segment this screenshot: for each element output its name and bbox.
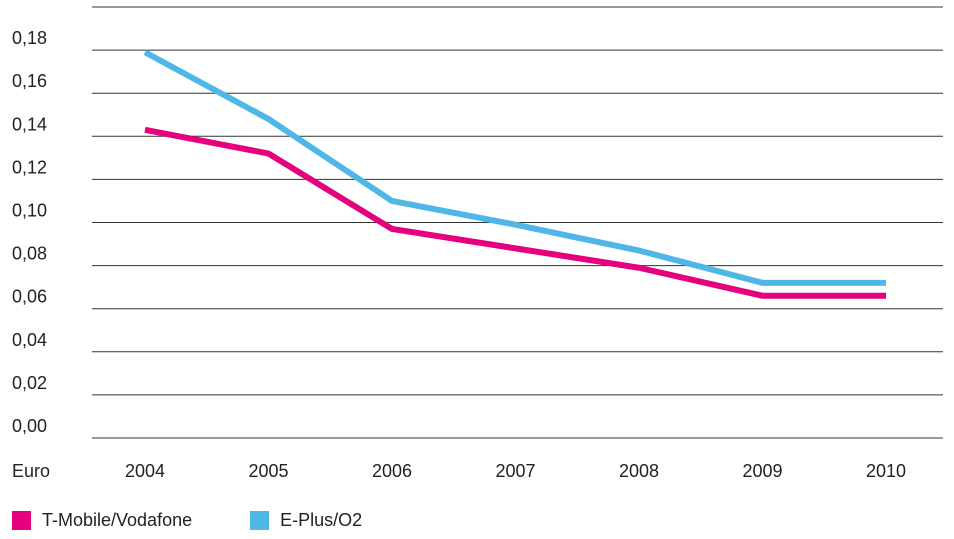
legend-item-e-plus-o2: E-Plus/O2 (250, 510, 362, 531)
y-tick-label: 0,18 (12, 28, 47, 48)
y-tick-label: 0,06 (12, 287, 47, 307)
series-line-t-mobile-vodafone (144, 126, 886, 299)
x-tick-label: 2004 (125, 461, 165, 481)
y-axis-unit-label: Euro (12, 461, 50, 481)
legend-label-e-plus-o2: E-Plus/O2 (280, 510, 363, 530)
series-lines (143, 49, 887, 299)
legend-swatch-e-plus-o2 (250, 511, 270, 530)
x-tick-label: 2006 (372, 461, 412, 481)
legend-item-t-mobile-vodafone: T-Mobile/Vodafone (12, 510, 192, 531)
y-tick-label: 0,04 (12, 330, 47, 350)
y-axis-tick-labels: 0,00 0,02 0,04 0,06 0,08 0,10 0,12 0,14 0,16 0,18 (12, 28, 47, 436)
legend: T-Mobile/Vodafone E-Plus/O2 (12, 510, 420, 531)
legend-label-t-mobile-vodafone: T-Mobile/Vodafone (42, 510, 193, 530)
y-tick-label: 0,00 (12, 416, 47, 436)
y-tick-label: 0,14 (12, 114, 47, 134)
x-tick-label: 2010 (866, 461, 906, 481)
y-tick-label: 0,16 (12, 71, 47, 91)
x-tick-label: 2008 (619, 461, 659, 481)
y-tick-label: 0,10 (12, 201, 47, 221)
y-tick-label: 0,12 (12, 157, 47, 177)
y-tick-label: 0,08 (12, 244, 47, 264)
y-tick-label: 0,02 (12, 373, 47, 393)
x-tick-label: 2005 (248, 461, 288, 481)
x-tick-label: 2007 (495, 461, 535, 481)
line-chart: 0,00 0,02 0,04 0,06 0,08 0,10 0,12 0,14 0,16 0,18… (12, 6, 943, 481)
x-tick-label: 2009 (742, 461, 782, 481)
x-axis-tick-labels: Euro 2004 2005 2006 2007 2008 2009 2010 (12, 461, 906, 481)
legend-swatch-t-mobile-vodafone (12, 511, 31, 530)
